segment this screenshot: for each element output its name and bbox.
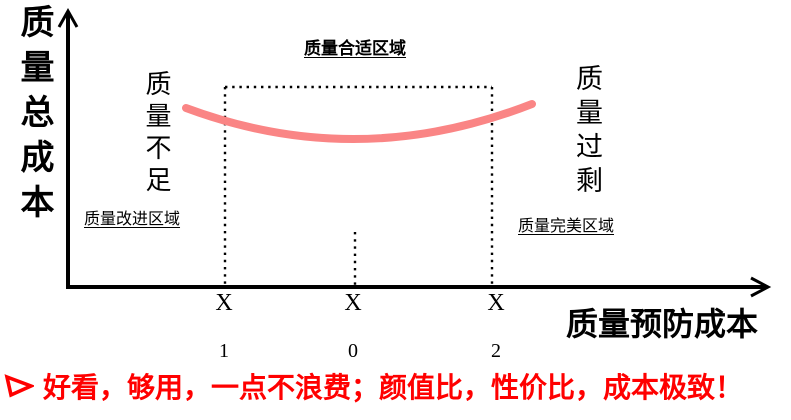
right-state-label: 质量过剩 bbox=[572, 64, 602, 200]
tick-x2: X 2 bbox=[474, 290, 518, 361]
top-zone-label: 质量合适区域 bbox=[304, 39, 406, 58]
left-state-label: 质量不足 bbox=[142, 70, 171, 198]
x-axis-title: 质量预防成本 bbox=[566, 306, 759, 342]
total-cost-curve bbox=[182, 100, 536, 143]
footer-slogan: 好看，够用，一点不浪费；颜值比，性价比，成本极致！ bbox=[4, 366, 743, 406]
tick-x0-subscript: 0 bbox=[348, 340, 358, 362]
footer-slogan-text: 好看，够用，一点不浪费；颜值比，性价比，成本极致！ bbox=[43, 372, 744, 403]
tick-x1: X 1 bbox=[202, 290, 246, 361]
tick-x1-subscript: 1 bbox=[219, 340, 229, 362]
tick-x0: X 0 bbox=[331, 290, 375, 361]
y-axis-arrowhead-icon bbox=[57, 7, 79, 28]
x-axis-arrowhead-icon bbox=[750, 276, 772, 298]
arrow-bullet-icon bbox=[4, 374, 34, 398]
tick-x2-symbol: X bbox=[487, 290, 505, 316]
tick-x2-subscript: 2 bbox=[491, 340, 501, 362]
y-axis-title: 质量总成本 bbox=[15, 4, 53, 229]
right-zone-label: 质量完美区域 bbox=[518, 218, 615, 235]
tick-x0-symbol: X bbox=[344, 290, 362, 316]
tick-x1-symbol: X bbox=[215, 290, 233, 316]
left-zone-label: 质量改进区域 bbox=[84, 211, 181, 228]
